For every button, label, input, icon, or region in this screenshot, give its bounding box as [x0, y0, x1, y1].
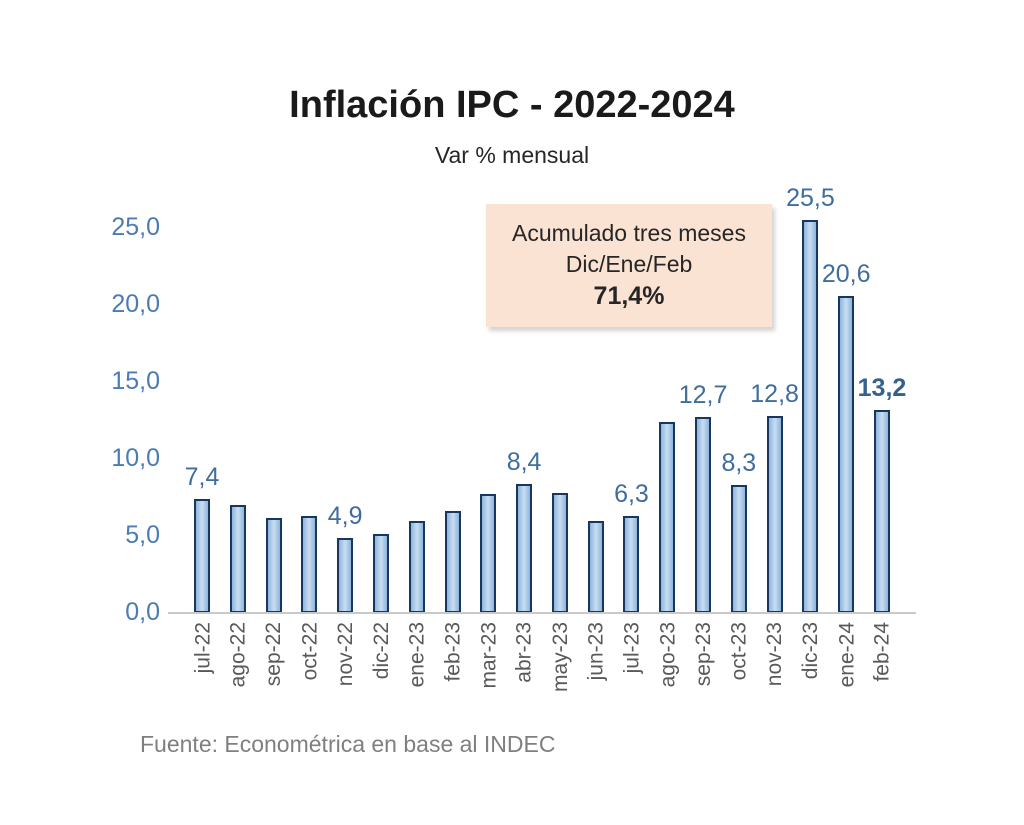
bar-feb-24 [873, 410, 890, 613]
x-tick-ago-22: ago-22 [226, 622, 250, 688]
x-tick-dic-23: dic-23 [799, 622, 823, 680]
y-tick-10,0: 10,0 [111, 444, 160, 472]
bar-abr-23 [516, 484, 533, 613]
annotation-value: 71,4% [593, 282, 665, 310]
x-tick-ene-23: ene-23 [405, 622, 429, 688]
bar-sep-23 [695, 417, 712, 613]
x-tick-ago-23: ago-23 [656, 622, 680, 688]
x-tick-oct-22: oct-22 [298, 622, 322, 681]
chart-subtitle: Var % mensual [434, 142, 590, 168]
x-tick-nov-23: nov-23 [763, 622, 787, 687]
value-label-dic-23: 25,5 [786, 184, 835, 212]
x-tick-feb-24: feb-24 [871, 622, 894, 682]
x-tick-ene-24: ene-24 [835, 622, 859, 688]
x-tick-sep-23: sep-23 [692, 622, 716, 687]
x-tick-mar-23: mar-23 [477, 622, 501, 689]
value-label-oct-23: 8,3 [721, 449, 757, 477]
x-tick-abr-23: abr-23 [513, 622, 537, 683]
x-tick-jun-23: jun-23 [584, 622, 608, 681]
bar-dic-22 [372, 534, 389, 613]
x-tick-jul-22: jul-22 [191, 622, 214, 674]
bar-nov-23 [766, 416, 783, 613]
bar-ago-23 [659, 422, 676, 613]
y-tick-15,0: 15,0 [111, 367, 160, 395]
bar-mar-23 [480, 494, 497, 613]
x-tick-jul-23: jul-23 [620, 622, 644, 674]
chart-title: Inflación IPC - 2022-2024 [289, 84, 735, 126]
bar-oct-23 [730, 485, 747, 613]
x-tick-oct-23: oct-23 [727, 622, 751, 681]
annotation-line-1: Acumulado tres meses [512, 220, 746, 246]
bar-jul-23 [623, 516, 640, 613]
value-label-sep-23: 12,7 [678, 381, 728, 409]
x-tick-dic-22: dic-22 [369, 622, 393, 680]
annotation-box: Acumulado tres meses Dic/Ene/Feb 71,4% [486, 204, 772, 327]
source-note: Fuente: Econométrica en base al INDEC [140, 731, 556, 757]
bar-feb-23 [444, 511, 461, 613]
annotation-line-2: Dic/Ene/Feb [565, 251, 693, 277]
x-tick-feb-23: feb-23 [441, 622, 465, 682]
x-tick-sep-22: sep-22 [262, 622, 286, 687]
x-tick-may-23: may-23 [548, 622, 572, 693]
value-label-jul-23: 6,3 [614, 480, 649, 508]
bar-jun-23 [587, 521, 604, 613]
bar-may-23 [551, 493, 568, 613]
bar-sep-22 [265, 518, 282, 613]
value-label-jul-22: 7,4 [184, 463, 220, 491]
value-label-nov-23: 12,8 [750, 380, 799, 408]
value-label-abr-23: 8,4 [506, 448, 542, 476]
bar-jul-22 [194, 499, 210, 613]
y-tick-25,0: 25,0 [111, 213, 160, 241]
y-tick-20,0: 20,0 [111, 290, 160, 318]
bar-ene-24 [838, 296, 855, 613]
value-label-feb-24: 13,2 [857, 374, 907, 402]
x-tick-nov-22: nov-22 [334, 622, 358, 687]
y-tick-5,0: 5,0 [125, 521, 160, 549]
value-label-nov-22: 4,9 [327, 502, 363, 530]
bar-nov-22 [337, 538, 354, 613]
value-label-ene-24: 20,6 [821, 260, 871, 288]
y-tick-0,0: 0,0 [125, 598, 160, 626]
x-axis-line [168, 612, 916, 614]
bar-ene-23 [408, 521, 425, 613]
bar-ago-22 [229, 505, 246, 613]
